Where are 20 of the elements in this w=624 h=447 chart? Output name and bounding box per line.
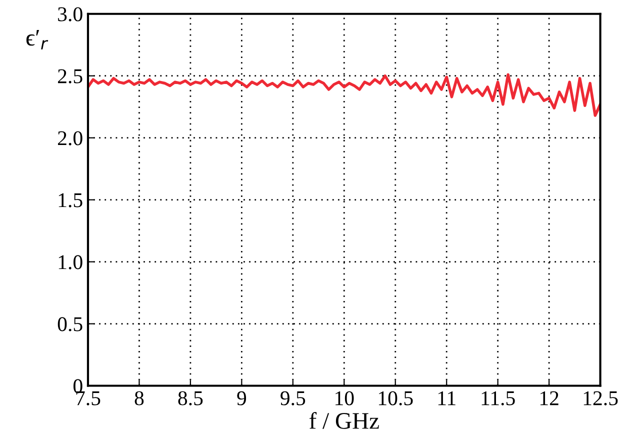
x-axis-title: f / GHz [309,412,379,429]
y-tick-label: 0.5 [58,317,82,332]
x-tick-label: 8.5 [178,391,203,406]
x-tick-label: 12.5 [584,391,618,406]
x-tick-label: 7.5 [76,391,100,406]
x-tick-label: 11.5 [482,391,515,406]
y-tick-label: 1.5 [58,193,82,208]
y-tick-label: 2.5 [58,69,82,84]
line-series [88,73,600,117]
x-tick-label: 10 [336,391,354,406]
x-tick-label: 10.5 [378,391,413,406]
x-tick-label: 11 [438,391,456,406]
y-axis-title: ϵ′$_{r}$ [26,30,48,50]
x-tick-label: 9 [237,391,246,406]
x-tick-label: 12 [540,391,558,406]
y-tick-label: 3.0 [58,7,82,22]
x-tick-label: 9.5 [280,391,306,406]
y-tick-label: 2.0 [58,131,82,146]
y-tick-label: 1.0 [58,255,82,270]
x-tick-label: 8 [134,391,144,406]
